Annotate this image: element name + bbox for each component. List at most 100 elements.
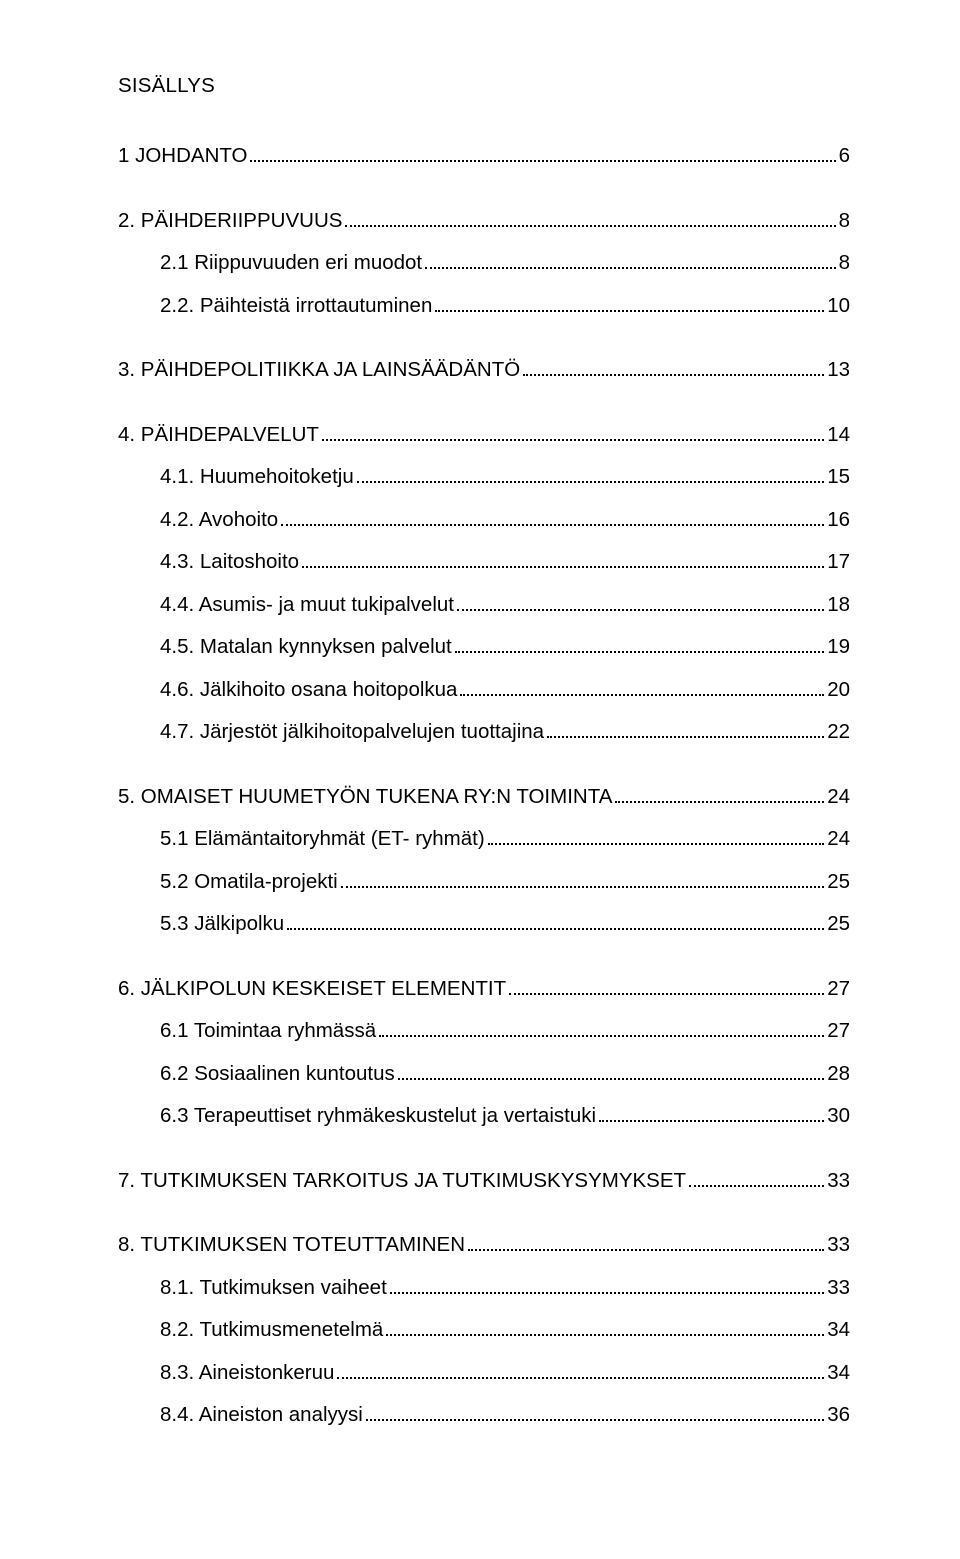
- toc-leader-dots: [523, 363, 824, 376]
- toc-entry-page: 25: [827, 872, 850, 893]
- toc-entry-label: 4.3. Laitoshoito: [118, 552, 299, 573]
- toc-leader-dots: [337, 1365, 824, 1378]
- toc-group: 3. PÄIHDEPOLITIIKKA JA LAINSÄÄDÄNTÖ 13: [118, 360, 850, 381]
- toc-entry-page: 14: [827, 425, 850, 446]
- toc-entry-label: 2.1 Riippuvuuden eri muodot: [118, 253, 422, 274]
- toc-entry: 4. PÄIHDEPALVELUT 14: [118, 425, 850, 446]
- page: SISÄLLYS 1 JOHDANTO6 2. PÄIHDERIIPPUVUUS8…: [0, 0, 960, 1559]
- toc-entry: 8.1. Tutkimuksen vaiheet 33: [118, 1278, 850, 1299]
- table-of-contents: 1 JOHDANTO6 2. PÄIHDERIIPPUVUUS82.1 Riipp…: [118, 146, 850, 1426]
- toc-leader-dots: [287, 917, 824, 930]
- toc-leader-dots: [488, 832, 825, 845]
- toc-entry-page: 33: [827, 1171, 850, 1192]
- toc-leader-dots: [366, 1408, 824, 1421]
- toc-entry-label: 7. TUTKIMUKSEN TARKOITUS JA TUTKIMUSKYSY…: [118, 1171, 686, 1192]
- toc-leader-dots: [302, 555, 824, 568]
- toc-entry-page: 33: [827, 1278, 850, 1299]
- toc-entry: 4.3. Laitoshoito 17: [118, 552, 850, 573]
- toc-entry: 2.1 Riippuvuuden eri muodot 8: [118, 253, 850, 274]
- toc-entry: 4.4. Asumis- ja muut tukipalvelut18: [118, 595, 850, 616]
- toc-entry-page: 27: [827, 979, 850, 1000]
- toc-entry-page: 28: [827, 1064, 850, 1085]
- toc-leader-dots: [357, 470, 824, 483]
- toc-entry: 6.3 Terapeuttiset ryhmäkeskustelut ja ve…: [118, 1106, 850, 1127]
- toc-group: 6. JÄLKIPOLUN KESKEISET ELEMENTIT276.1 T…: [118, 979, 850, 1127]
- toc-entry-label: 4. PÄIHDEPALVELUT: [118, 425, 319, 446]
- toc-entry-label: 3. PÄIHDEPOLITIIKKA JA LAINSÄÄDÄNTÖ: [118, 360, 520, 381]
- toc-entry-page: 30: [827, 1106, 850, 1127]
- toc-entry-page: 24: [827, 787, 850, 808]
- toc-entry-page: 13: [827, 360, 850, 381]
- toc-group: 2. PÄIHDERIIPPUVUUS82.1 Riippuvuuden eri…: [118, 211, 850, 317]
- toc-leader-dots: [341, 874, 824, 887]
- toc-entry-label: 6.1 Toimintaa ryhmässä: [118, 1021, 376, 1042]
- toc-entry: 2.2. Päihteistä irrottautuminen10: [118, 296, 850, 317]
- toc-entry: 6.2 Sosiaalinen kuntoutus 28: [118, 1064, 850, 1085]
- toc-entry-label: 4.2. Avohoito: [118, 510, 278, 531]
- toc-entry-page: 27: [827, 1021, 850, 1042]
- toc-entry-label: 4.6. Jälkihoito osana hoitopolkua: [118, 680, 457, 701]
- toc-entry-label: 4.5. Matalan kynnyksen palvelut: [118, 637, 452, 658]
- toc-entry-page: 22: [827, 722, 850, 743]
- toc-leader-dots: [386, 1323, 824, 1336]
- toc-entry-page: 34: [827, 1363, 850, 1384]
- toc-entry-page: 24: [827, 829, 850, 850]
- toc-entry-page: 19: [827, 637, 850, 658]
- toc-leader-dots: [250, 149, 835, 162]
- toc-entry-label: 8. TUTKIMUKSEN TOTEUTTAMINEN: [118, 1235, 465, 1256]
- toc-entry-page: 6: [839, 146, 850, 167]
- toc-leader-dots: [460, 682, 824, 695]
- toc-leader-dots: [468, 1238, 824, 1251]
- toc-leader-dots: [379, 1024, 824, 1037]
- toc-entry: 4.7. Järjestöt jälkihoitopalvelujen tuot…: [118, 722, 850, 743]
- toc-entry-page: 25: [827, 914, 850, 935]
- toc-leader-dots: [425, 256, 835, 269]
- toc-leader-dots: [509, 981, 824, 994]
- toc-entry-page: 16: [827, 510, 850, 531]
- toc-entry-page: 8: [839, 211, 850, 232]
- toc-entry: 3. PÄIHDEPOLITIIKKA JA LAINSÄÄDÄNTÖ 13: [118, 360, 850, 381]
- toc-entry: 7. TUTKIMUKSEN TARKOITUS JA TUTKIMUSKYSY…: [118, 1171, 850, 1192]
- toc-entry: 4.6. Jälkihoito osana hoitopolkua 20: [118, 680, 850, 701]
- toc-leader-dots: [599, 1109, 824, 1122]
- toc-group: 7. TUTKIMUKSEN TARKOITUS JA TUTKIMUSKYSY…: [118, 1171, 850, 1192]
- toc-entry-label: 8.3. Aineistonkeruu: [118, 1363, 334, 1384]
- toc-entry: 1 JOHDANTO6: [118, 146, 850, 167]
- toc-entry: 8. TUTKIMUKSEN TOTEUTTAMINEN 33: [118, 1235, 850, 1256]
- page-title: SISÄLLYS: [118, 74, 850, 98]
- toc-entry-label: 6.2 Sosiaalinen kuntoutus: [118, 1064, 395, 1085]
- toc-group: 1 JOHDANTO6: [118, 146, 850, 167]
- toc-entry-label: 6.3 Terapeuttiset ryhmäkeskustelut ja ve…: [118, 1106, 596, 1127]
- toc-entry: 4.2. Avohoito 16: [118, 510, 850, 531]
- toc-leader-dots: [281, 512, 824, 525]
- toc-entry: 5.3 Jälkipolku 25: [118, 914, 850, 935]
- toc-entry: 6.1 Toimintaa ryhmässä 27: [118, 1021, 850, 1042]
- toc-leader-dots: [322, 427, 824, 440]
- toc-leader-dots: [615, 789, 824, 802]
- toc-group: 8. TUTKIMUKSEN TOTEUTTAMINEN338.1. Tutki…: [118, 1235, 850, 1426]
- toc-entry-page: 20: [827, 680, 850, 701]
- toc-entry-page: 8: [839, 253, 850, 274]
- toc-entry: 4.5. Matalan kynnyksen palvelut 19: [118, 637, 850, 658]
- toc-entry-label: 5.3 Jälkipolku: [118, 914, 284, 935]
- toc-entry-label: 8.1. Tutkimuksen vaiheet: [118, 1278, 387, 1299]
- toc-leader-dots: [457, 597, 824, 610]
- toc-leader-dots: [435, 298, 824, 311]
- toc-entry: 8.3. Aineistonkeruu 34: [118, 1363, 850, 1384]
- toc-leader-dots: [398, 1066, 824, 1079]
- toc-entry: 5. OMAISET HUUMETYÖN TUKENA RY:N TOIMINT…: [118, 787, 850, 808]
- toc-entry-page: 33: [827, 1235, 850, 1256]
- toc-entry-page: 34: [827, 1320, 850, 1341]
- toc-group: 4. PÄIHDEPALVELUT 14 4.1. Huumehoitoketju 1…: [118, 425, 850, 743]
- toc-entry-label: 4.1. Huumehoitoketju: [118, 467, 354, 488]
- toc-leader-dots: [689, 1173, 824, 1186]
- toc-entry-page: 17: [827, 552, 850, 573]
- toc-entry-page: 15: [827, 467, 850, 488]
- toc-entry-label: 6. JÄLKIPOLUN KESKEISET ELEMENTIT: [118, 979, 506, 1000]
- toc-entry-label: 8.2. Tutkimusmenetelmä: [118, 1320, 383, 1341]
- toc-leader-dots: [455, 640, 824, 653]
- toc-entry: 4.1. Huumehoitoketju 15: [118, 467, 850, 488]
- toc-entry-label: 4.7. Järjestöt jälkihoitopalvelujen tuot…: [118, 722, 544, 743]
- toc-entry: 8.2. Tutkimusmenetelmä 34: [118, 1320, 850, 1341]
- toc-entry: 5.2 Omatila-projekti25: [118, 872, 850, 893]
